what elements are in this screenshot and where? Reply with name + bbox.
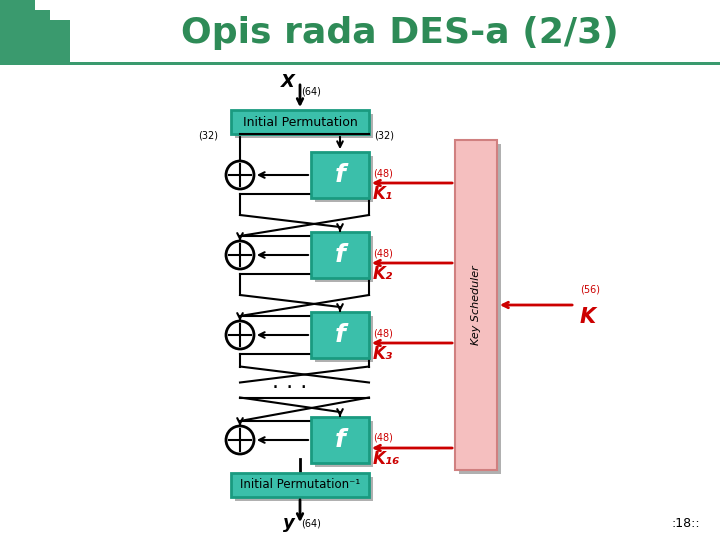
Bar [311,312,369,358]
Text: Key Scheduler: Key Scheduler [471,265,481,345]
Bar [235,114,373,138]
Text: K₁: K₁ [373,185,393,203]
Text: (32): (32) [374,131,394,141]
Bar [315,421,373,467]
Text: (48): (48) [373,328,393,338]
Bar [0,0,50,55]
Text: K₁₆: K₁₆ [373,450,400,468]
Bar [0,0,70,65]
Text: Initial Permutation⁻¹: Initial Permutation⁻¹ [240,478,360,491]
Text: f: f [335,163,346,187]
Bar [455,140,497,470]
Bar [35,0,70,10]
Bar [315,236,373,282]
Bar [231,473,369,497]
Text: (32): (32) [198,131,218,141]
Circle shape [226,241,254,269]
Bar [311,417,369,463]
Text: · · ·: · · · [272,377,307,397]
Bar [0,0,720,65]
Text: K: K [580,307,596,327]
Bar [50,0,70,20]
Text: K₂: K₂ [373,265,393,283]
Text: y: y [283,514,295,532]
Bar [311,232,369,278]
Bar [0,0,35,45]
Bar [0,62,720,65]
Circle shape [226,321,254,349]
Text: Initial Permutation: Initial Permutation [243,116,357,129]
Text: f: f [335,323,346,347]
Text: :18::: :18:: [671,517,700,530]
Bar [315,156,373,202]
Circle shape [226,426,254,454]
Bar [315,316,373,362]
Bar [235,477,373,501]
Text: (48): (48) [373,248,393,258]
Text: f: f [335,428,346,452]
Text: (56): (56) [580,285,600,295]
Bar [459,144,501,474]
Text: (64): (64) [301,86,321,96]
Text: Opis rada DES-a (2/3): Opis rada DES-a (2/3) [181,16,619,50]
Circle shape [226,161,254,189]
Text: (48): (48) [373,433,393,443]
Text: K₃: K₃ [373,345,393,363]
Text: (64): (64) [301,518,321,528]
Bar [231,110,369,134]
Bar [311,152,369,198]
Text: X: X [281,73,295,91]
Text: (48): (48) [373,168,393,178]
Text: f: f [335,243,346,267]
